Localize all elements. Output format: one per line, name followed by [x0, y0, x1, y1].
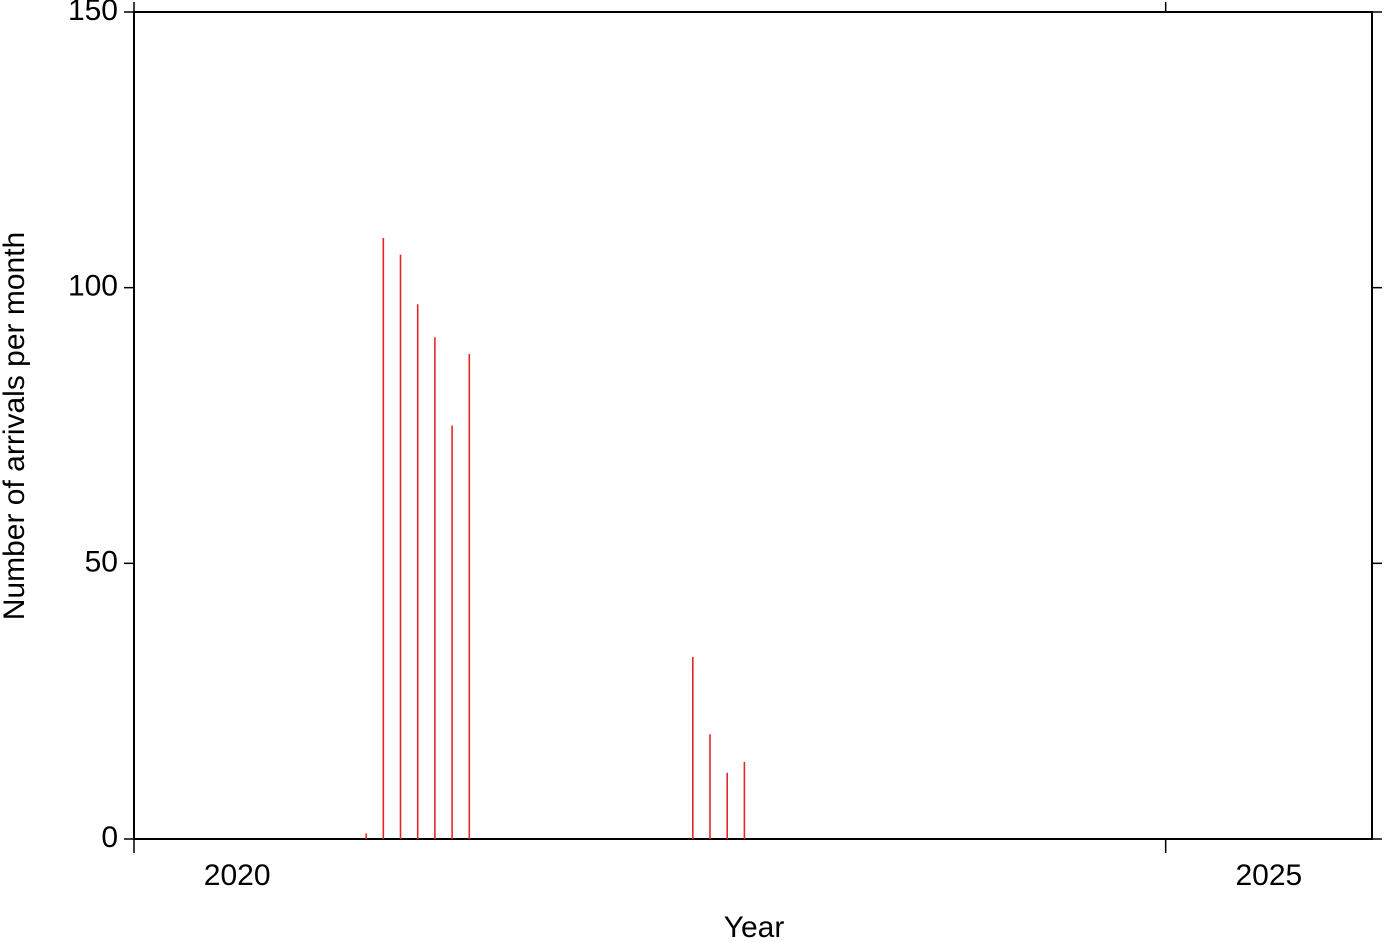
- y-tick-label: 100: [68, 270, 118, 303]
- y-axis-label: Number of arrivals per month: [0, 232, 31, 620]
- x-axis-label: Year: [724, 911, 785, 942]
- y-tick-label: 150: [68, 0, 118, 27]
- x-tick-label: 2025: [1235, 859, 1302, 892]
- y-tick-label: 0: [101, 821, 118, 854]
- y-tick-label: 50: [85, 545, 118, 578]
- plot-frame: [133, 11, 1373, 840]
- x-tick-label: 2020: [204, 859, 271, 892]
